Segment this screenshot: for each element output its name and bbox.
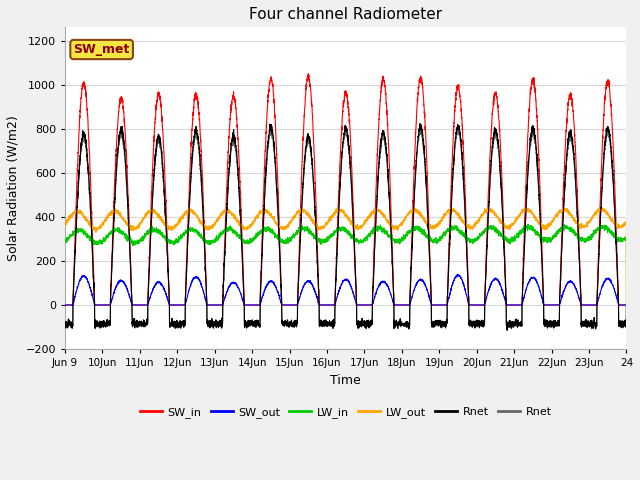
- Rnet: [162, 220, 170, 226]
- LW_in: [162, 234, 170, 240]
- LW_out: [622, 221, 630, 227]
- LW_out: [598, 204, 605, 210]
- LW_in: [524, 221, 532, 227]
- SW_out: [162, 292, 170, 298]
- Rnet: [416, 120, 424, 126]
- LW_in: [622, 238, 630, 243]
- SW_in: [61, 302, 69, 308]
- Rnet: [325, 321, 333, 326]
- Rnet: [622, 324, 630, 330]
- SW_out: [623, 302, 630, 308]
- SW_out: [325, 302, 333, 308]
- SW_in: [305, 71, 312, 76]
- Rnet: [504, 322, 511, 327]
- LW_out: [162, 221, 170, 227]
- Rnet: [623, 302, 630, 308]
- SW_out: [440, 302, 448, 308]
- Rnet: [162, 223, 170, 229]
- LW_in: [504, 236, 511, 241]
- LW_out: [61, 221, 69, 227]
- Line: SW_out: SW_out: [65, 275, 627, 305]
- SW_out: [504, 302, 511, 308]
- Rnet: [472, 321, 479, 327]
- SW_in: [623, 302, 630, 308]
- Line: LW_out: LW_out: [65, 207, 627, 305]
- Rnet: [61, 319, 69, 325]
- LW_out: [325, 217, 333, 223]
- Rnet: [503, 328, 511, 334]
- LW_out: [472, 222, 479, 228]
- SW_out: [472, 302, 479, 308]
- SW_in: [325, 302, 333, 308]
- Line: Rnet: Rnet: [65, 128, 627, 331]
- LW_in: [440, 232, 448, 238]
- Title: Four channel Radiometer: Four channel Radiometer: [249, 7, 442, 22]
- LW_in: [623, 302, 630, 308]
- Line: LW_in: LW_in: [65, 224, 627, 305]
- Rnet: [441, 320, 449, 325]
- SW_in: [162, 197, 170, 203]
- Rnet: [622, 324, 630, 330]
- LW_out: [504, 226, 511, 231]
- Text: SW_met: SW_met: [74, 43, 130, 56]
- Rnet: [325, 321, 333, 327]
- SW_in: [504, 302, 511, 308]
- SW_in: [472, 302, 479, 308]
- Legend: SW_in, SW_out, LW_in, LW_out, Rnet, Rnet: SW_in, SW_out, LW_in, LW_out, Rnet, Rnet: [136, 403, 556, 423]
- Rnet: [441, 319, 449, 325]
- SW_out: [61, 302, 69, 308]
- LW_in: [61, 238, 69, 244]
- Y-axis label: Solar Radiation (W/m2): Solar Radiation (W/m2): [7, 115, 20, 261]
- SW_in: [577, 303, 585, 309]
- LW_out: [623, 302, 630, 308]
- Rnet: [623, 303, 630, 309]
- Rnet: [503, 327, 511, 333]
- Line: SW_in: SW_in: [65, 73, 627, 306]
- Line: Rnet: Rnet: [65, 123, 627, 330]
- Rnet: [61, 319, 69, 324]
- Rnet: [416, 125, 424, 131]
- Rnet: [504, 321, 511, 327]
- X-axis label: Time: Time: [330, 373, 361, 387]
- SW_in: [622, 302, 630, 308]
- SW_in: [441, 302, 449, 308]
- SW_out: [622, 302, 630, 308]
- SW_out: [454, 272, 461, 277]
- LW_in: [325, 234, 333, 240]
- LW_out: [440, 212, 448, 217]
- Rnet: [472, 322, 479, 327]
- LW_in: [472, 235, 479, 241]
